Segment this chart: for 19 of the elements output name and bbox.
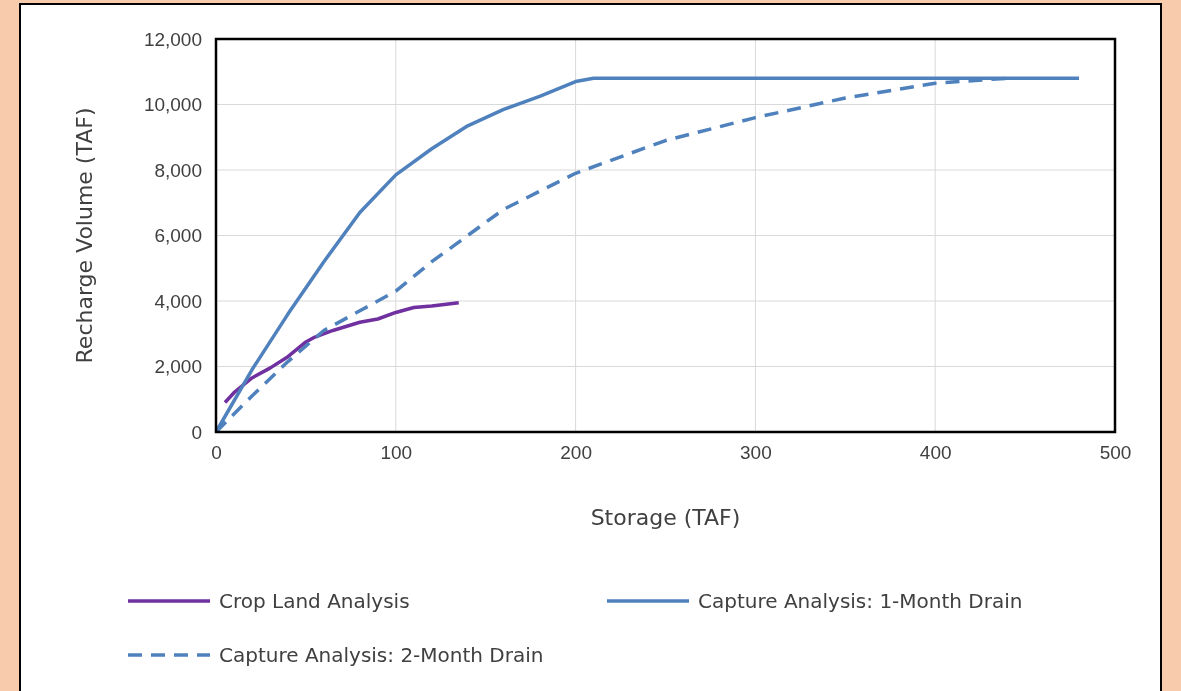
legend-label: Capture Analysis: 1-Month Drain — [698, 589, 1023, 613]
x-tick-label: 100 — [380, 442, 413, 464]
y-tick-label: 0 — [191, 421, 202, 443]
legend-label: Capture Analysis: 2-Month Drain — [219, 643, 544, 667]
y-tick-label: 4,000 — [154, 290, 202, 312]
legend-label: Crop Land Analysis — [219, 589, 410, 613]
y-tick-label: 12,000 — [143, 28, 202, 50]
y-tick-label: 8,000 — [154, 159, 202, 181]
line-series — [223, 300, 461, 405]
x-tick-label: 0 — [211, 442, 222, 464]
x-tick-label: 300 — [740, 442, 772, 464]
y-tick-label: 10,000 — [143, 94, 202, 116]
y-axis-title: Recharge Volume (TAF) — [72, 107, 97, 364]
x-axis-title: Storage (TAF) — [590, 505, 741, 530]
x-tick-label: 400 — [919, 442, 952, 464]
y-tick-label: 2,000 — [154, 356, 202, 378]
x-tick-label: 200 — [560, 442, 592, 464]
y-tick-label: 6,000 — [154, 225, 202, 247]
x-tick-label: 500 — [1099, 442, 1132, 464]
